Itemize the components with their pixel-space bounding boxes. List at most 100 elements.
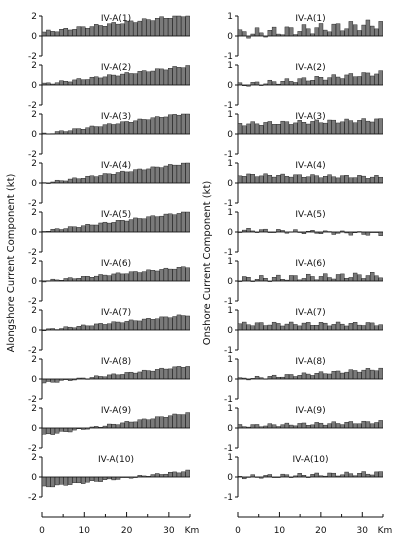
bar (250, 325, 255, 331)
bar (361, 471, 366, 478)
bar (115, 272, 121, 282)
bar (284, 422, 290, 429)
bar (340, 175, 345, 184)
bar (98, 175, 103, 184)
y-tick-label: -2 (28, 493, 37, 503)
bar (263, 325, 268, 331)
y-tick-label: 1 (227, 159, 233, 169)
bar (250, 424, 255, 429)
bar (306, 80, 311, 86)
bar (154, 68, 160, 86)
bar (72, 226, 77, 233)
bar (46, 476, 51, 488)
bar (50, 476, 55, 488)
bar (276, 175, 281, 184)
panel-alongshore-6: 2 0 -2 IV-A(6) (28, 257, 190, 307)
bar (242, 125, 247, 135)
bar (159, 117, 164, 135)
y-tick-label: 0 (31, 130, 37, 140)
bar (163, 368, 169, 380)
panel-alongshore-4: 2 0 -2 IV-A(4) (28, 159, 190, 209)
bar (181, 113, 186, 135)
bar (288, 275, 294, 282)
y-tick-label: 2 (31, 257, 37, 267)
bar (271, 81, 277, 86)
bar (72, 476, 77, 483)
bar (378, 471, 383, 478)
bar (306, 123, 311, 135)
bar (176, 314, 182, 331)
bar (352, 24, 358, 37)
bar (124, 171, 129, 184)
bar (111, 74, 116, 86)
bar (89, 125, 95, 135)
bar (365, 120, 371, 135)
y-tick-label: -1 (224, 199, 233, 209)
bar (348, 323, 354, 331)
bar (133, 372, 138, 380)
bar (352, 76, 358, 86)
bar (67, 476, 73, 485)
bar (63, 427, 69, 432)
bar (133, 120, 138, 135)
bar (120, 170, 125, 184)
bar (85, 325, 90, 331)
panel-label: IV-A(5) (101, 210, 131, 220)
bar (297, 375, 302, 380)
y-tick-label: 1 (227, 257, 233, 267)
bar (284, 176, 290, 184)
bar (172, 366, 177, 380)
bar (288, 81, 294, 86)
bar (59, 476, 64, 485)
bar (137, 168, 143, 184)
bar (154, 270, 160, 282)
bar (335, 76, 341, 86)
bar (41, 476, 47, 487)
bar (111, 476, 116, 481)
bar (318, 422, 324, 429)
bar (378, 176, 383, 184)
y-tick-label: 0 (227, 32, 233, 42)
bar (335, 321, 341, 331)
panel-onshore-4: 1 0 -1 IV-A(4) (224, 159, 383, 209)
bar (344, 471, 349, 478)
bar (181, 67, 186, 86)
bar (271, 124, 277, 135)
bar (374, 325, 379, 331)
bar (124, 273, 129, 282)
bar (365, 368, 371, 380)
bar (254, 27, 260, 37)
bar (306, 176, 311, 184)
bar (128, 271, 134, 282)
bar (76, 78, 82, 86)
bar (94, 476, 99, 482)
bar (237, 424, 243, 429)
bar (370, 369, 375, 380)
bar (72, 29, 77, 37)
bar (80, 324, 86, 331)
bar (276, 124, 281, 135)
y-tick-label: 0 (31, 424, 37, 434)
bar (85, 476, 90, 483)
bar (94, 126, 99, 135)
bar (370, 25, 375, 37)
bar (185, 211, 190, 233)
bar (237, 323, 243, 331)
bar (259, 275, 264, 282)
y-tick-label: 2 (31, 61, 37, 71)
bar (146, 119, 151, 135)
bar (181, 315, 186, 331)
y-tick-label: 2 (31, 306, 37, 316)
bar (150, 270, 156, 282)
bar (146, 269, 151, 282)
bar (310, 276, 315, 282)
bar (185, 267, 190, 282)
y-tick-label: 2 (31, 453, 37, 463)
bar (146, 19, 151, 37)
bar (280, 473, 285, 478)
bar (120, 273, 125, 282)
bar (242, 276, 247, 282)
y-tick-label: 0 (227, 473, 233, 483)
bar (352, 370, 358, 380)
bar (181, 471, 186, 478)
